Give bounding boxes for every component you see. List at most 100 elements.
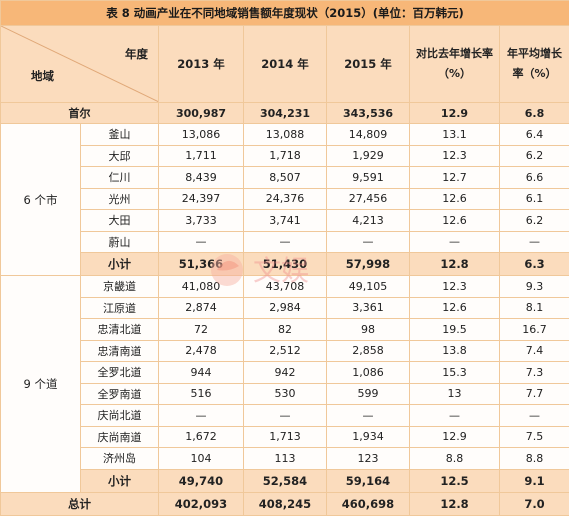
cell-2013: 41,080 xyxy=(158,275,244,298)
cell-2015: — xyxy=(326,404,410,427)
cell-2014: 24,376 xyxy=(243,187,327,210)
cell-2015: 1,929 xyxy=(326,144,410,167)
cell-2013: 13,086 xyxy=(158,123,244,146)
cell-2015: 460,698 xyxy=(326,491,410,516)
cell-growth: 12.9 xyxy=(409,102,500,124)
cell-avg: 7.4 xyxy=(499,339,569,362)
city-group-subtotal-row: 小计 51,366 51,430 57,998 12.8 6.3 xyxy=(1,252,569,276)
region-label: 地域 xyxy=(31,69,54,83)
cell-growth: 12.5 xyxy=(409,468,500,493)
city-group-label: 6 个市 xyxy=(0,123,81,276)
cell-region: 京畿道 xyxy=(80,275,159,298)
cell-2013: 24,397 xyxy=(158,187,244,210)
cell-2015: 4,213 xyxy=(326,209,410,232)
cell-avg: 8.8 xyxy=(499,447,569,470)
cell-2014: 942 xyxy=(243,361,327,384)
cell-2015: 1,934 xyxy=(326,425,410,448)
cell-region: 庆尚北道 xyxy=(80,404,159,427)
cell-avg: — xyxy=(499,404,569,427)
city-group-row: 仁川 8,439 8,507 9,591 12.7 6.6 xyxy=(1,166,569,189)
cell-growth: 13 xyxy=(409,382,500,405)
cell-region: 忠清北道 xyxy=(80,318,159,341)
cell-region: 蔚山 xyxy=(80,230,159,253)
cell-avg: 9.3 xyxy=(499,275,569,298)
cell-2015: 57,998 xyxy=(326,252,410,276)
province-group-row: 全罗北道 944 942 1,086 15.3 7.3 xyxy=(1,361,569,384)
cell-growth: 12.6 xyxy=(409,296,500,319)
cell-avg: 6.1 xyxy=(499,187,569,210)
cell-region: 总计 xyxy=(0,491,159,516)
cell-2014: 408,245 xyxy=(243,491,327,516)
cell-avg: 6.8 xyxy=(499,102,569,124)
cell-2015: 1,086 xyxy=(326,361,410,384)
cell-2013: — xyxy=(158,404,244,427)
cell-region: 小计 xyxy=(80,252,159,276)
cell-avg: 6.6 xyxy=(499,166,569,189)
cell-growth: 13.8 xyxy=(409,339,500,362)
table-title: 表 8 动画产业在不同地域销售额年度现状（2015）(单位：百万韩元) xyxy=(0,0,569,26)
cell-2015: — xyxy=(326,230,410,253)
cell-region: 小计 xyxy=(80,468,159,493)
cell-region: 大田 xyxy=(80,209,159,232)
cell-region: 全罗南道 xyxy=(80,382,159,405)
cell-2014: 2,984 xyxy=(243,296,327,319)
cell-2013: — xyxy=(158,230,244,253)
cell-avg: 7.5 xyxy=(499,425,569,448)
cell-2013: 300,987 xyxy=(158,102,244,124)
cell-2014: 113 xyxy=(243,447,327,470)
cell-avg: 6.2 xyxy=(499,144,569,167)
province-group-row: 忠清北道 72 82 98 19.5 16.7 xyxy=(1,318,569,341)
cell-2014: 52,584 xyxy=(243,468,327,493)
cell-2015: 3,361 xyxy=(326,296,410,319)
header-avg-text: 年平均增长率（%） xyxy=(507,47,562,80)
cell-2013: 104 xyxy=(158,447,244,470)
diagonal-line xyxy=(1,26,158,102)
cell-2014: 1,713 xyxy=(243,425,327,448)
cell-growth: 8.8 xyxy=(409,447,500,470)
cell-2013: 72 xyxy=(158,318,244,341)
city-group-row: 6 个市 釜山 13,086 13,088 14,809 13.1 6.4 xyxy=(0,123,569,276)
cell-region: 庆尚南道 xyxy=(80,425,159,448)
city-group-row: 蔚山 — — — — — xyxy=(1,230,569,253)
province-group-row: 9 个道 京畿道 41,080 43,708 49,105 12.3 9.3 xyxy=(0,275,569,493)
cell-avg: 7.7 xyxy=(499,382,569,405)
province-group-row: 济州岛 104 113 123 8.8 8.8 xyxy=(1,447,569,470)
cell-2015: 59,164 xyxy=(326,468,410,493)
cell-region: 江原道 xyxy=(80,296,159,319)
province-group-row: 江原道 2,874 2,984 3,361 12.6 8.1 xyxy=(1,296,569,319)
cell-2013: 2,874 xyxy=(158,296,244,319)
cell-2014: 530 xyxy=(243,382,327,405)
cell-region: 光州 xyxy=(80,187,159,210)
cell-2015: 49,105 xyxy=(326,275,410,298)
cell-growth: — xyxy=(409,230,500,253)
cell-growth: 12.6 xyxy=(409,209,500,232)
cell-avg: 7.3 xyxy=(499,361,569,384)
cell-2013: 516 xyxy=(158,382,244,405)
cell-growth: 19.5 xyxy=(409,318,500,341)
cell-2014: 304,231 xyxy=(243,102,327,124)
header-2015: 2015 年 xyxy=(326,25,410,103)
cell-growth: 12.8 xyxy=(409,491,500,516)
cell-2013: 49,740 xyxy=(158,468,244,493)
cell-2013: 51,366 xyxy=(158,252,244,276)
cell-avg: — xyxy=(499,230,569,253)
cell-growth: 15.3 xyxy=(409,361,500,384)
cell-2015: 14,809 xyxy=(326,123,410,146)
header-2013: 2013 年 xyxy=(158,25,244,103)
cell-region: 济州岛 xyxy=(80,447,159,470)
cell-region: 忠清南道 xyxy=(80,339,159,362)
province-group-row: 庆尚北道 — — — — — xyxy=(1,404,569,427)
province-group-row: 庆尚南道 1,672 1,713 1,934 12.9 7.5 xyxy=(1,425,569,448)
cell-2014: 51,430 xyxy=(243,252,327,276)
cell-region: 仁川 xyxy=(80,166,159,189)
cell-2015: 343,536 xyxy=(326,102,410,124)
cell-2014: 1,718 xyxy=(243,144,327,167)
cell-2014: 2,512 xyxy=(243,339,327,362)
cell-2014: 3,741 xyxy=(243,209,327,232)
cell-growth: 13.1 xyxy=(409,123,500,146)
cell-avg: 6.3 xyxy=(499,252,569,276)
cell-avg: 6.2 xyxy=(499,209,569,232)
cell-region: 釜山 xyxy=(80,123,159,146)
row-seoul: 首尔 300,987 304,231 343,536 12.9 6.8 xyxy=(0,102,569,124)
